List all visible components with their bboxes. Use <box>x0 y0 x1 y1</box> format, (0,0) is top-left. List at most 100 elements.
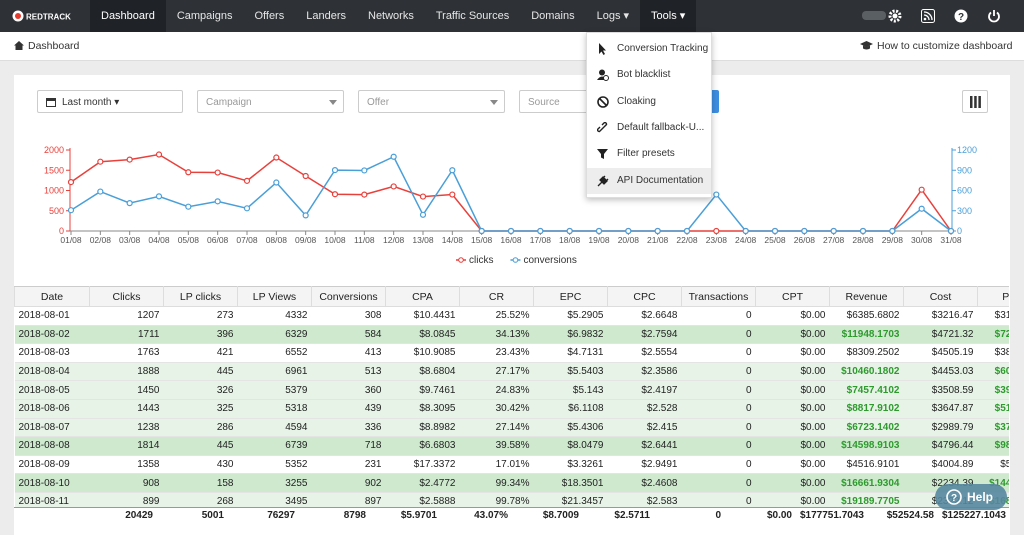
total-cell: 5001 <box>201 510 224 521</box>
nav-item[interactable]: Landers <box>306 10 346 22</box>
table-cell: 286 <box>163 418 238 438</box>
x-tick-label: 24/08 <box>735 235 757 245</box>
campaign-select[interactable]: Campaign <box>197 90 344 113</box>
logout-icon[interactable] <box>987 9 1001 23</box>
help-button-icon: ? <box>946 489 962 505</box>
menu-item[interactable]: Default fallback-U... <box>587 115 711 141</box>
point <box>126 200 133 207</box>
series-line <box>70 153 952 232</box>
column-header: CPT <box>755 286 830 307</box>
table-cell: $6385.6802 <box>829 306 904 326</box>
table-cell: 718 <box>311 436 386 456</box>
table-cell: 24.83% <box>459 380 534 400</box>
nav-item[interactable]: Dashboard <box>90 0 166 32</box>
menu-item[interactable]: Conversion Tracking <box>587 36 711 62</box>
table-cell: 413 <box>311 343 386 363</box>
total-cell: 0 <box>715 510 721 521</box>
help-icon[interactable]: ? <box>954 9 968 23</box>
point <box>361 167 368 174</box>
help-link[interactable]: How to customize dashboard <box>877 40 1013 52</box>
x-tick-label: 16/08 <box>500 235 522 245</box>
date-filter[interactable]: Last month ▾ <box>37 90 183 113</box>
table-cell: 325 <box>163 399 238 419</box>
stats-table: Date Clicks LP clicks LP Views Conversions CP… <box>14 286 1009 522</box>
x-tick-label: 23/08 <box>706 235 728 245</box>
table-cell: $8309.2502 <box>829 343 904 363</box>
table-cell: $2.5888 <box>385 492 460 512</box>
offer-select[interactable]: Offer <box>358 90 505 113</box>
table-cell: $6.9832 <box>533 325 608 345</box>
nav-item[interactable]: Logs ▾ <box>596 10 630 22</box>
menu-item[interactable]: Filter presets <box>587 141 711 167</box>
user-name-blurred[interactable] <box>862 11 886 20</box>
total-cell: $125227.1043 <box>942 510 1006 521</box>
nav-item[interactable]: Traffic Sources <box>435 10 510 22</box>
menu-icon <box>597 95 609 108</box>
rss-icon[interactable] <box>921 9 935 23</box>
nav-item[interactable]: Campaigns <box>176 10 233 22</box>
table-cell: 1814 <box>89 436 164 456</box>
table-cell: $19189.7705 <box>829 492 904 512</box>
menu-item[interactable]: Cloaking <box>587 89 711 115</box>
logo[interactable]: REDTRACK <box>12 9 72 23</box>
point <box>478 227 485 235</box>
table-cell: $512.0201 <box>977 455 1009 475</box>
table-cell: 1711 <box>89 325 164 345</box>
nav-item[interactable]: Domains <box>531 10 575 22</box>
table-cell: 27.17% <box>459 362 534 382</box>
table-cell: $10.4431 <box>385 306 460 326</box>
table-cell: $3804.0602 <box>977 343 1009 363</box>
point <box>889 227 896 235</box>
breadcrumb[interactable]: Dashboard <box>28 40 80 52</box>
table-cell: $9.7461 <box>385 380 460 400</box>
legend-marker <box>458 257 464 263</box>
table-cell: 0 <box>681 362 756 382</box>
x-tick-label: 21/08 <box>647 235 669 245</box>
table-cell: 6961 <box>237 362 312 382</box>
table-cell: $6723.1402 <box>829 418 904 438</box>
x-tick-label: 28/08 <box>852 235 874 245</box>
point <box>859 227 867 235</box>
table-row: 2018-08-10 908 158 3255 902 $2.4772 99.34% $18.… <box>14 473 1009 493</box>
x-tick-label: 15/08 <box>471 235 493 245</box>
table-cell: 1888 <box>89 362 164 382</box>
legend-label: conversions <box>523 255 576 266</box>
nav-item[interactable]: Networks <box>368 10 414 22</box>
table-cell: 39.58% <box>459 436 534 456</box>
point <box>713 191 720 198</box>
menu-item[interactable]: API Documentation <box>587 167 711 194</box>
table-cell: $2.4197 <box>607 380 682 400</box>
columns-button[interactable] <box>962 90 988 113</box>
point <box>243 177 251 184</box>
table-cell: $0.00 <box>755 362 830 382</box>
point <box>97 158 104 165</box>
table-cell: 268 <box>163 492 238 512</box>
caret: ▾ <box>620 10 630 22</box>
table-cell: $2.5554 <box>607 343 682 363</box>
table-row: 2018-08-07 1238 286 4594 336 $8.8982 27.14% $5.… <box>14 418 1009 438</box>
x-tick-label: 13/08 <box>412 235 434 245</box>
table-cell: $14598.9103 <box>829 436 904 456</box>
table-row: 2018-08-02 1711 396 6329 584 $8.0845 34.13% $6.… <box>14 325 1009 345</box>
caret: ▾ <box>676 10 686 22</box>
nav-item[interactable]: Offers <box>254 10 285 22</box>
calendar-icon <box>46 98 56 107</box>
help-button-label: Help <box>967 490 994 504</box>
table-cell: $10460.1802 <box>829 362 904 382</box>
table-row: 2018-08-09 1358 430 5352 231 $17.3372 17.01% $3… <box>14 455 1009 475</box>
table-cell: 1207 <box>89 306 164 326</box>
help-button[interactable]: ? Help <box>935 484 1007 510</box>
table-cell: $4516.9101 <box>829 455 904 475</box>
x-tick-label: 22/08 <box>676 235 698 245</box>
table-row: 2018-08-03 1763 421 6552 413 $10.9085 23.43% $4… <box>14 343 1009 363</box>
point <box>243 205 251 212</box>
table-cell: 445 <box>163 362 238 382</box>
table-cell: $16661.9304 <box>829 473 904 493</box>
nav-item[interactable]: Tools ▾ <box>640 0 697 32</box>
settings-icon[interactable] <box>888 9 902 23</box>
menu-item-label: API Documentation <box>617 174 704 186</box>
table-cell: 430 <box>163 455 238 475</box>
menu-item[interactable]: Bot blacklist <box>587 62 711 88</box>
y-tick-label: 0 <box>59 226 64 236</box>
